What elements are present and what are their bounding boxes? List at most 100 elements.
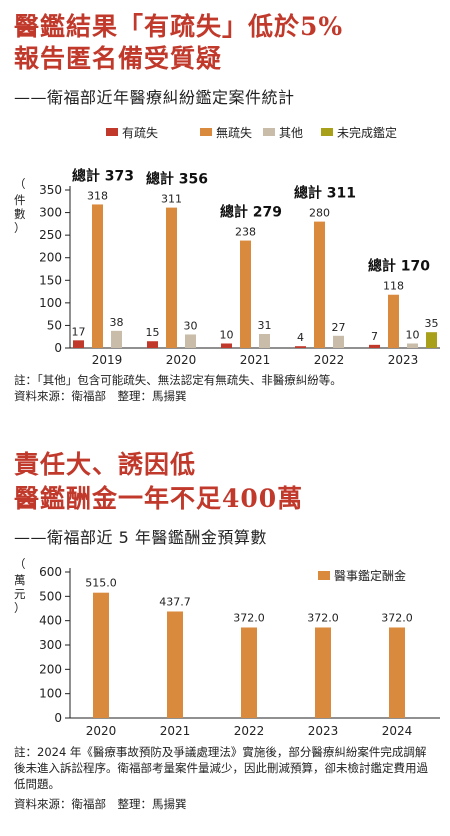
y-tick-label: 250 [39, 228, 62, 242]
bar-value-label: 118 [383, 280, 404, 293]
y-tick-label: 300 [39, 638, 62, 652]
x-tick-label: 2022 [314, 353, 345, 367]
total-label: 總計 356 [146, 171, 208, 188]
bar-value-label: 515.0 [85, 577, 117, 590]
bar-budget [167, 611, 183, 718]
bar-value-label: 27 [332, 321, 346, 334]
chart1-source: 資料來源：衛福部 整理：馬揚巽 [14, 389, 187, 403]
bar-value-label: 318 [87, 189, 108, 202]
bar-有疏失 [147, 341, 158, 348]
legend-label: 無疏失 [216, 125, 252, 140]
bar-有疏失 [221, 343, 232, 348]
y-unit-char: 件 [14, 193, 26, 207]
bar-value-label: 311 [161, 193, 182, 206]
bar-value-label: 10 [406, 328, 420, 341]
bar-未完成鑑定 [426, 332, 437, 348]
bar-value-label: 238 [235, 226, 256, 239]
bar-value-label: 4 [297, 331, 304, 344]
y-tick-label: 0 [54, 711, 62, 725]
y-tick-label: 0 [54, 341, 62, 355]
bar-有疏失 [295, 346, 306, 348]
y-tick-label: 100 [39, 687, 62, 701]
bar-value-label: 372.0 [307, 611, 339, 624]
legend-swatch [318, 571, 330, 580]
bar-value-label: 372.0 [381, 611, 413, 624]
y-tick-label: 200 [39, 662, 62, 676]
y-tick-label: 500 [39, 589, 62, 603]
bar-value-label: 15 [146, 326, 160, 339]
bar-其他 [333, 335, 344, 348]
x-tick-label: 2020 [86, 724, 117, 738]
x-tick-label: 2023 [308, 724, 339, 738]
y-unit-paren-close: ） [14, 601, 26, 615]
y-tick-label: 150 [39, 273, 62, 287]
y-tick-label: 400 [39, 614, 62, 628]
y-unit-paren-close: ） [14, 221, 26, 235]
chart2-title-line2: 醫鑑酬金一年不足400萬 [14, 484, 304, 513]
bar-value-label: 437.7 [159, 595, 191, 608]
legend-label: 有疏失 [122, 125, 158, 140]
bar-budget [315, 627, 331, 718]
bar-無疏失 [166, 207, 177, 348]
y-unit-paren-open: （ [14, 177, 26, 191]
bar-無疏失 [388, 294, 399, 348]
y-unit-paren-open: （ [14, 557, 26, 571]
total-label: 總計 279 [220, 204, 282, 221]
x-tick-label: 2020 [166, 353, 197, 367]
x-tick-label: 2022 [234, 724, 265, 738]
bar-value-label: 17 [72, 325, 86, 338]
y-tick-label: 300 [39, 206, 62, 220]
total-label: 總計 373 [72, 167, 134, 184]
bar-value-label: 35 [425, 317, 439, 330]
chart2-source: 資料來源：衛福部 整理：馬揚巽 [14, 797, 187, 811]
bar-value-label: 31 [258, 319, 272, 332]
bar-value-label: 280 [309, 207, 330, 220]
bar-value-label: 30 [184, 319, 198, 332]
total-label: 總計 170 [368, 258, 430, 275]
legend-swatch [106, 128, 118, 136]
legend-label: 其他 [279, 126, 303, 140]
total-label: 總計 311 [294, 185, 356, 202]
y-tick-label: 200 [39, 251, 62, 265]
bar-budget [389, 627, 405, 718]
y-tick-label: 100 [39, 296, 62, 310]
chart2-subtitle: ——衛福部近 5 年醫鑑酬金預算數 [14, 528, 267, 547]
x-tick-label: 2021 [160, 724, 191, 738]
chart2-note: 註：2024 年《醫療事故預防及爭議處理法》實施後，部分醫療糾紛案件完成調解後未… [14, 745, 428, 791]
chart2-title-line1: 責任大、誘因低 [14, 450, 197, 479]
y-unit-char: 數 [14, 207, 26, 221]
y-unit-char: 元 [14, 587, 26, 601]
bar-有疏失 [73, 340, 84, 348]
chart1-subtitle: ——衛福部近年醫療糾紛鑑定案件統計 [14, 88, 295, 107]
bar-其他 [407, 343, 418, 348]
legend-swatch [200, 128, 212, 136]
bar-無疏失 [92, 204, 103, 348]
bar-value-label: 7 [371, 330, 378, 343]
chart1-title-line1: 醫鑑結果「有疏失」低於5% [14, 12, 344, 41]
chart1-svg: 有疏失 無疏失 其他 未完成鑑定 （ 件數） 0 50 100 150 200 250 300 350 20… [14, 125, 440, 367]
x-tick-label: 2021 [240, 353, 271, 367]
bar-value-label: 10 [220, 328, 234, 341]
bar-有疏失 [369, 344, 380, 348]
y-tick-label: 50 [47, 318, 62, 332]
x-tick-label: 2023 [388, 353, 419, 367]
bar-budget [93, 592, 109, 718]
x-tick-label: 2019 [92, 353, 123, 367]
legend-swatch [321, 128, 333, 136]
y-unit-char: 萬 [14, 573, 26, 587]
bar-budget [241, 627, 257, 718]
chart1-note: 註：「其他」包含可能疏失、無法認定有無疏失、非醫療糾紛等。 [14, 373, 342, 387]
y-tick-label: 600 [39, 565, 62, 579]
chart2-svg: 醫事鑑定酬金 （ 萬元） 0 100 200 300 400 500 600 2020 515.0 20… [14, 557, 440, 738]
x-tick-label: 2024 [382, 724, 413, 738]
legend-label: 醫事鑑定酬金 [334, 568, 406, 583]
y-tick-label: 350 [39, 183, 62, 197]
bar-value-label: 38 [110, 316, 124, 329]
bar-value-label: 372.0 [233, 611, 265, 624]
bar-其他 [185, 334, 196, 348]
bar-其他 [259, 334, 270, 348]
bar-其他 [111, 330, 122, 348]
chart1-title-line2: 報告匿名備受質疑 [14, 44, 223, 73]
legend-swatch [263, 128, 275, 136]
bar-無疏失 [314, 221, 325, 348]
